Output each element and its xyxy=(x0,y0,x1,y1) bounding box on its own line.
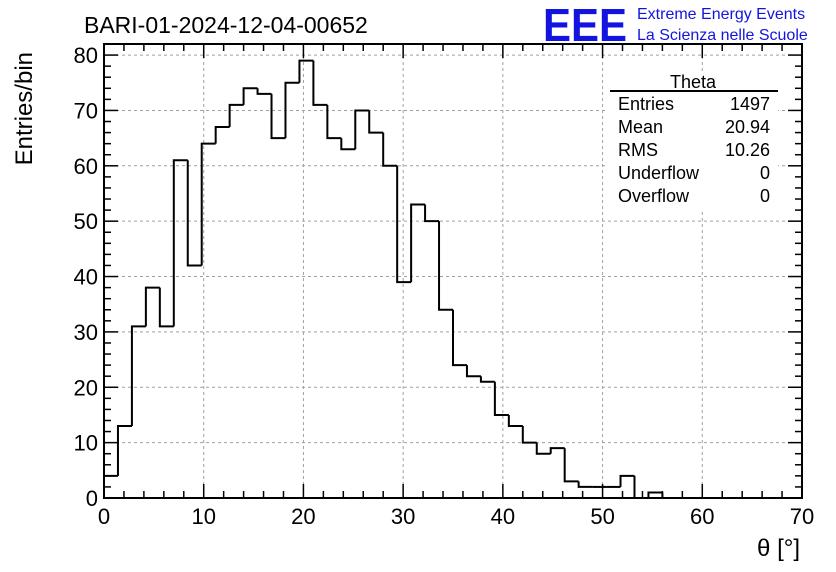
stats-row-underflow: Underflow 0 xyxy=(618,163,770,183)
stats-row-entries: Entries 1497 xyxy=(618,94,770,114)
y-tick-label: 20 xyxy=(74,375,98,400)
x-tick-label: 60 xyxy=(690,504,714,529)
y-axis-label: Entries/bin xyxy=(11,52,38,165)
histogram-bin xyxy=(521,426,537,444)
histogram-bin xyxy=(507,414,523,428)
histogram-bin xyxy=(424,204,440,223)
stats-label: Overflow xyxy=(618,186,690,206)
histogram-bin xyxy=(270,93,286,140)
y-tick-label: 70 xyxy=(74,98,98,123)
stats-value: 1497 xyxy=(730,94,770,114)
tick-labels: 0 10 20 30 40 50 60 70 0 10 20 30 40 50 60 70 80 xyxy=(74,43,815,529)
x-tick-label: 50 xyxy=(590,504,614,529)
histogram-bin xyxy=(633,475,649,499)
stats-row-mean: Mean 20.94 xyxy=(618,117,770,137)
y-tick-label: 60 xyxy=(74,154,98,179)
logo-line-2: La Scienza nelle Scuole xyxy=(637,27,808,44)
histogram-bin xyxy=(535,442,551,455)
histogram-bin xyxy=(186,160,202,267)
x-tick-label: 30 xyxy=(391,504,415,529)
histogram-bin xyxy=(200,142,216,266)
histogram-bin xyxy=(465,365,481,378)
stats-value: 10.26 xyxy=(725,140,770,160)
stats-box-background xyxy=(608,72,778,212)
x-tick-label: 10 xyxy=(191,504,215,529)
y-tick-label: 30 xyxy=(74,320,98,345)
histogram-bin xyxy=(242,87,258,105)
histogram-bin xyxy=(438,221,453,311)
y-tick-label: 80 xyxy=(74,43,98,68)
stats-label: Mean xyxy=(618,117,663,137)
histogram-bin xyxy=(452,309,467,367)
histogram-bin xyxy=(298,59,314,83)
grid xyxy=(104,44,802,498)
histogram-bin xyxy=(158,287,174,328)
histogram-bin xyxy=(214,126,230,144)
stats-row-rms: RMS 10.26 xyxy=(618,140,770,160)
histogram-bin xyxy=(396,165,412,284)
histogram-bin xyxy=(647,491,663,498)
stats-value: 0 xyxy=(760,163,770,183)
eee-logo-mark: EEE xyxy=(543,0,627,51)
histogram xyxy=(103,59,802,499)
histogram-bin xyxy=(228,103,244,128)
stats-label: Entries xyxy=(618,94,674,114)
histogram-bin xyxy=(479,376,495,383)
stats-title: Theta xyxy=(670,72,717,92)
stats-value: 20.94 xyxy=(725,117,770,137)
plot-frame xyxy=(103,43,803,499)
x-tick-label: 40 xyxy=(491,504,515,529)
y-tick-label: 40 xyxy=(74,265,98,290)
stats-row-overflow: Overflow 0 xyxy=(618,186,770,206)
histogram-bin xyxy=(410,203,426,283)
histogram-bin xyxy=(130,325,146,427)
histogram-bin xyxy=(326,104,342,140)
logo-line-1: Extreme Energy Events xyxy=(637,6,805,23)
histogram-bin xyxy=(312,60,328,106)
histogram-bin xyxy=(256,88,272,95)
histogram-bin xyxy=(354,109,370,150)
histogram-bin xyxy=(340,138,356,151)
stats-label: RMS xyxy=(618,140,658,160)
chart-title: BARI-01-2024-12-04-00652 xyxy=(84,12,368,38)
stats-box: Theta Entries 1497 Mean 20.94 RMS 10.26 … xyxy=(608,72,778,212)
y-tick-label: 50 xyxy=(74,209,98,234)
histogram-bin xyxy=(549,447,565,454)
histogram-bin xyxy=(563,448,579,483)
histogram-bin xyxy=(116,425,132,476)
histogram-bin xyxy=(368,110,384,134)
x-tick-label: 0 xyxy=(98,504,110,529)
y-tick-label: 0 xyxy=(86,486,98,511)
y-tick-label: 10 xyxy=(74,431,98,456)
histogram-bin xyxy=(577,481,593,488)
histogram-bin xyxy=(172,159,188,327)
x-tick-label: 70 xyxy=(790,504,814,529)
logo: EEE Extreme Energy Events La Scienza nel… xyxy=(543,0,808,51)
histogram-bin xyxy=(493,381,509,416)
stats-value: 0 xyxy=(760,186,770,206)
axis-ticks xyxy=(103,43,803,499)
stats-label: Underflow xyxy=(618,163,700,183)
histogram-bin xyxy=(144,286,160,327)
x-axis-label: θ [°] xyxy=(757,535,800,562)
histogram-bin xyxy=(619,474,635,487)
histogram-bin xyxy=(382,132,398,167)
histogram-bin xyxy=(284,81,300,139)
x-tick-label: 20 xyxy=(291,504,315,529)
